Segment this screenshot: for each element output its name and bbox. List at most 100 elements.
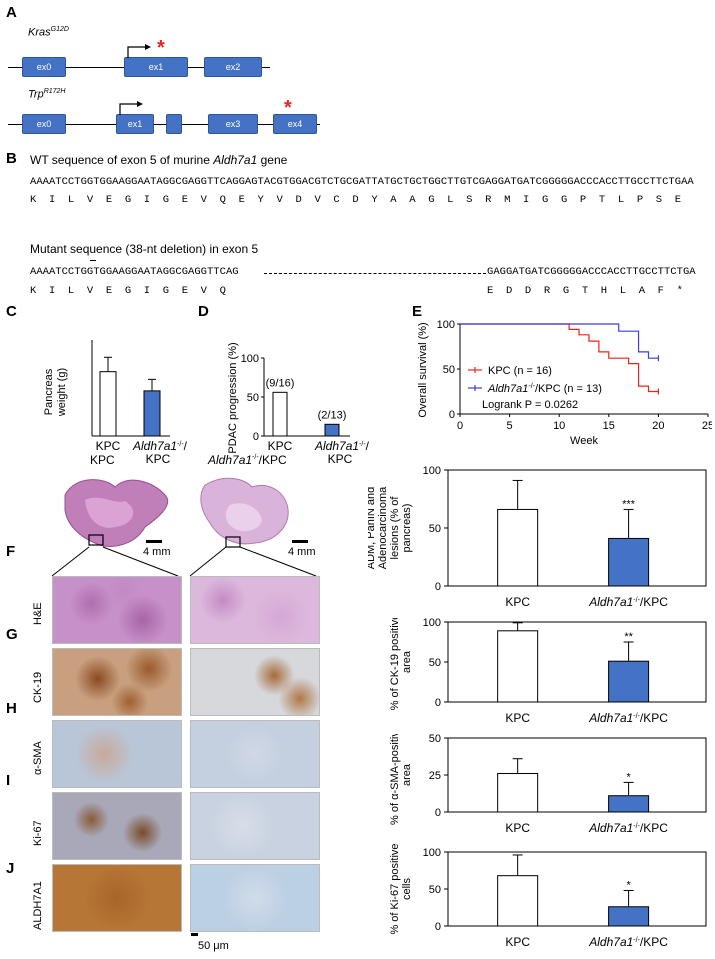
aldh7a1-ko-image — [190, 864, 320, 932]
y-axis-label-line: % of Ki-67 positive — [389, 844, 401, 935]
y-axis-label-line: Pancreas — [43, 368, 55, 415]
aldh7a1-kpc-image — [52, 864, 182, 932]
y-tick-label: 100 — [241, 353, 259, 365]
bar-kpc — [99, 371, 117, 437]
y-axis-label-line: pancreas) — [401, 504, 413, 553]
row-label-aldh7a1: ALDH7A1 — [32, 881, 44, 930]
y-tick-label: 50 — [247, 392, 259, 404]
plot-frame — [447, 737, 707, 813]
x-category-label-line2: KPC — [146, 452, 171, 466]
x-category-label: Aldh7a1-/-/KPC — [588, 821, 668, 835]
histo-col-ko: Aldh7a1-/-/KPC — [208, 453, 287, 467]
significance-mark: * — [626, 771, 631, 783]
trp-exon-4: ex4 — [273, 114, 317, 134]
wt-aa-sequence: K I L V E G I G E V Q E Y V D V C D Y A … — [30, 194, 682, 206]
kpc-overview-tissue — [64, 479, 168, 547]
kras-exon-0: ex0 — [22, 57, 66, 77]
row-label-ck19: CK-19 — [32, 671, 44, 703]
x-tick-label: 5 — [507, 420, 513, 432]
deletion-mark — [90, 260, 96, 261]
panel-label-b: B — [6, 150, 17, 167]
trp-tss-arrow-icon — [119, 101, 143, 115]
y-axis-label: ADM, PanIN and Adenocarcinoma lesions (% o… — [368, 486, 413, 569]
bar-kpc — [497, 773, 539, 813]
y-axis-label: % of Ki-67 positive cells — [389, 844, 413, 935]
panel-label-h: H — [6, 700, 17, 717]
y-axis-label: PDAC progression (%) — [227, 342, 239, 453]
scale-bar-4mm-ko — [292, 540, 308, 543]
y-tick-label: 0 — [435, 921, 441, 933]
bar-kpc — [497, 875, 539, 927]
y-tick-label: 50 — [429, 884, 441, 896]
plot-frame — [447, 851, 707, 927]
y-tick-label: 0 — [435, 581, 441, 593]
asma-ko-image — [190, 720, 320, 788]
plot-frame — [447, 469, 707, 587]
y-tick-label: 0 — [435, 697, 441, 709]
panel-label-j: J — [6, 860, 15, 877]
x-category-label: KPC — [268, 439, 293, 453]
kras-mutation-star-icon: * — [157, 37, 165, 59]
he-kpc-image — [52, 576, 182, 644]
x-category-label: KPC — [505, 595, 530, 609]
x-category-label: Aldh7a1-/-/ — [314, 439, 370, 453]
scale-label-50um: 50 μm — [198, 940, 229, 952]
survival-curve-kpc — [460, 323, 659, 393]
bar-count-label: (9/16) — [266, 377, 295, 389]
scale-label-4mm-ko: 4 mm — [288, 546, 316, 558]
bar-count-label: (2/13) — [318, 409, 347, 421]
panel-label-e: E — [412, 303, 423, 320]
chart-f-lesions: 0 50 100 KPC *** Aldh7a1-/-/KPC ADM, PanIN and… — [368, 465, 707, 609]
y-tick-label: 0 — [449, 409, 455, 421]
chart-e-survival: 0 50 100 0 5 10 15 20 25 KPC (n = 16) Aldh7a1-/-/K… — [417, 319, 712, 447]
trp-mutation-star-icon: * — [284, 97, 292, 119]
x-category-label: Aldh7a1-/-/KPC — [588, 711, 668, 725]
panel-label-c: C — [6, 303, 17, 320]
x-category-label: KPC — [505, 711, 530, 725]
y-tick-label: 0 — [253, 431, 259, 443]
row-label-asma: α-SMA — [32, 741, 44, 775]
bar-ko — [608, 660, 650, 703]
legend-label: Aldh7a1-/-/KPC (n = 13) — [487, 383, 602, 395]
panel-label-i: I — [6, 772, 11, 789]
y-tick-label: 50 — [443, 364, 455, 376]
y-axis-label-line: ADM, PanIN and — [368, 487, 377, 570]
chart-h-asma: 0 25 50 KPC * Aldh7a1-/-/KPC % of α-SMA-positi… — [389, 734, 707, 835]
ko-overview-tissue — [200, 477, 289, 548]
panel-label-d: D — [198, 303, 209, 320]
x-tick-label: 10 — [553, 420, 565, 432]
survival-curve-ko — [460, 323, 659, 359]
y-axis-label-line: Adenocarcinoma — [377, 486, 389, 569]
x-tick-label: 0 — [457, 420, 463, 432]
y-tick-label: 100 — [423, 847, 441, 859]
asma-kpc-image — [52, 720, 182, 788]
ki67-kpc-image — [52, 792, 182, 860]
y-axis-label-line: area — [401, 650, 413, 673]
kras-tss-arrow-icon — [127, 44, 151, 58]
bar-ko — [608, 906, 650, 927]
chart-d-pdac-progression: 0 50 100 (9/16) (2/13) PDAC progression (%) KP… — [227, 342, 370, 466]
significance-mark: * — [626, 879, 631, 891]
x-category-label: KPC — [96, 439, 121, 453]
y-axis-label: Overall survival (%) — [417, 322, 429, 417]
kras-gene-label: KrasG12D — [28, 26, 69, 39]
y-tick-label: 50 — [429, 657, 441, 669]
x-axis-label: Week — [570, 435, 598, 447]
mutant-aa-left: K I L V E G I G E V Q — [30, 285, 226, 297]
x-category-label: KPC — [505, 821, 530, 835]
y-tick-label: 50 — [429, 523, 441, 535]
y-tick-label: 100 — [423, 618, 441, 629]
row-label-ki67: Ki-67 — [32, 820, 44, 846]
y-axis-label-line: Overall survival (%) — [417, 322, 429, 417]
row-label-he: H&E — [32, 602, 44, 625]
trp-exon-2 — [166, 114, 182, 134]
wt-dna-sequence: AAAATCCTGGTGGAAGGAATAGGCGAGGTTCAGGAGTACG… — [30, 176, 694, 188]
y-axis-label-line: lesions (% of — [389, 496, 401, 560]
y-axis-label-line: cells — [401, 878, 413, 901]
x-category-label: Aldh7a1-/-/KPC — [588, 935, 668, 949]
mutant-aa-right: E D D R G T H L A F * — [487, 285, 683, 297]
y-tick-label: 25 — [429, 770, 441, 782]
y-axis-label-line: PDAC progression (%) — [227, 342, 239, 453]
y-tick-label: 0 — [435, 807, 441, 819]
